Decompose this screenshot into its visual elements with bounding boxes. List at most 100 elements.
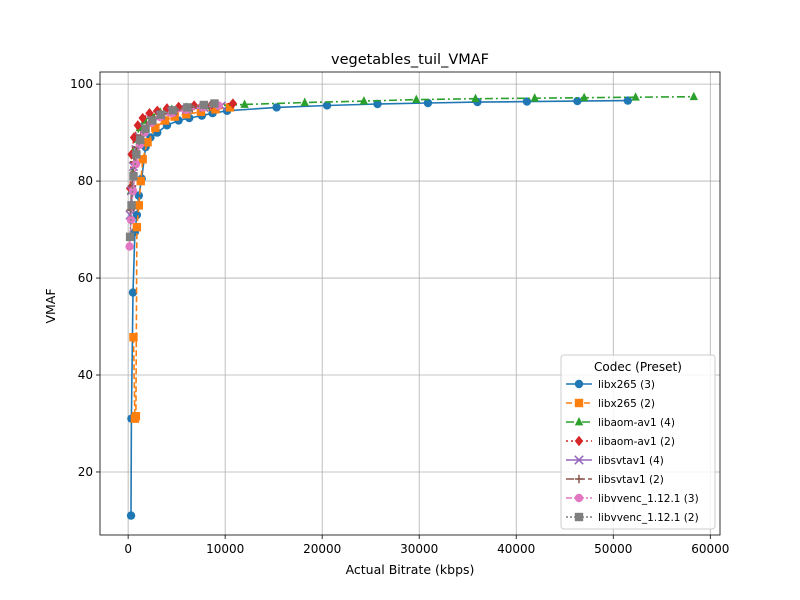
y-axis-label: VMAF [43, 288, 58, 323]
data-point [412, 94, 421, 104]
y-tick-label: 20 [78, 465, 93, 479]
data-point [129, 332, 138, 342]
data-point [126, 511, 136, 520]
data-point [623, 96, 633, 105]
data-point [196, 107, 206, 116]
legend-marker [574, 379, 584, 389]
legend-item: libx265 (3) [566, 379, 655, 391]
y-tick-label: 80 [78, 174, 93, 188]
data-point [211, 105, 220, 114]
data-point [579, 92, 589, 102]
x-tick-label: 0 [124, 542, 132, 556]
data-point [170, 112, 179, 121]
legend-item: libsvtav1 (4) [566, 455, 664, 467]
legend-label: libx265 (3) [598, 379, 655, 391]
data-point [210, 99, 219, 108]
data-point [133, 120, 143, 131]
plot-frame [99, 71, 721, 536]
legend-marker [574, 474, 584, 484]
x-tick-label: 30000 [400, 542, 438, 556]
y-tick-label: 60 [78, 271, 93, 285]
data-point [168, 106, 177, 115]
ticks: 0 10000 20000 30000 40000 50000 60000 20 40 60 80 1… [70, 77, 729, 556]
data-point [129, 132, 139, 143]
series-8 [125, 99, 219, 242]
legend-items: libx265 (3) libx265 (2) libaom-av1 (4) liba… [566, 379, 699, 524]
legend-marker [574, 435, 584, 447]
data-point [134, 201, 144, 210]
data-point [373, 99, 382, 109]
series-line [132, 106, 231, 419]
data-point [228, 98, 238, 109]
x-tick-label: 20000 [303, 542, 341, 556]
chart-title: vegetables_tuil_VMAF [331, 52, 489, 68]
x-tick-label: 40000 [497, 542, 535, 556]
data-point [160, 116, 170, 125]
data-point [240, 99, 249, 108]
data-point [182, 109, 191, 119]
data-point [183, 103, 192, 112]
series-line [129, 102, 233, 189]
data-point [132, 222, 142, 232]
data-point [134, 191, 144, 200]
data-point [322, 101, 332, 110]
legend-item: libvvenc_1.12.1 (3) [566, 493, 699, 505]
x-axis-label: Actual Bitrate (kbps) [346, 562, 475, 577]
legend-label: libvvenc_1.12.1 (2) [598, 512, 699, 524]
series-2 [129, 103, 235, 423]
data-point [151, 123, 160, 132]
data-point [145, 108, 154, 119]
data-point [125, 232, 135, 242]
legend-item: libx265 (2) [566, 398, 655, 410]
series-line [129, 105, 210, 211]
legend-marker [574, 398, 584, 408]
data-point [272, 103, 281, 112]
data-point [359, 96, 369, 105]
data-point [143, 138, 152, 147]
legend-item: libaom-av1 (4) [566, 417, 675, 429]
y-tick-label: 100 [70, 77, 93, 91]
legend-label: libx265 (2) [598, 398, 655, 410]
data-point [136, 135, 145, 145]
data-point [141, 124, 150, 133]
data-point [530, 93, 539, 102]
legend-item: libvvenc_1.12.1 (2) [566, 512, 699, 524]
data-point [127, 201, 136, 210]
legend-title: Codec (Preset) [594, 360, 682, 374]
grid [100, 72, 720, 535]
legend-box [560, 354, 716, 530]
x-tick-label: 50000 [594, 542, 632, 556]
data-point [199, 100, 209, 110]
data-point [138, 112, 147, 124]
data-point [129, 172, 138, 181]
legend-label: libaom-av1 (2) [598, 436, 675, 448]
legend-item: libaom-av1 (2) [566, 435, 675, 448]
data-point [174, 101, 183, 113]
x-tick-label: 60000 [691, 542, 729, 556]
data-point [138, 155, 147, 164]
data-point [132, 150, 141, 159]
y-tick-label: 40 [78, 368, 93, 382]
data-point [573, 96, 582, 106]
data-point [225, 103, 235, 112]
data-point [689, 91, 699, 101]
data-point [136, 176, 145, 186]
series-layer [125, 91, 699, 520]
legend-label: libsvtav1 (2) [598, 474, 664, 486]
data-point [631, 92, 640, 101]
data-point [300, 97, 309, 106]
legend-marker [574, 417, 584, 426]
data-point [128, 288, 138, 297]
legend-label: libsvtav1 (4) [598, 455, 664, 467]
legend-marker [574, 493, 584, 503]
data-point [156, 110, 166, 119]
x-tick-label: 10000 [206, 542, 244, 556]
data-point [128, 186, 138, 195]
data-point [471, 93, 480, 103]
legend-label: libvvenc_1.12.1 (3) [598, 493, 699, 505]
legend: Codec (Preset) libx265 (3)libx265 (2)lib… [560, 354, 716, 530]
legend-item: libsvtav1 (2) [566, 474, 664, 486]
legend-label: libaom-av1 (4) [598, 417, 675, 429]
data-point [148, 116, 157, 125]
